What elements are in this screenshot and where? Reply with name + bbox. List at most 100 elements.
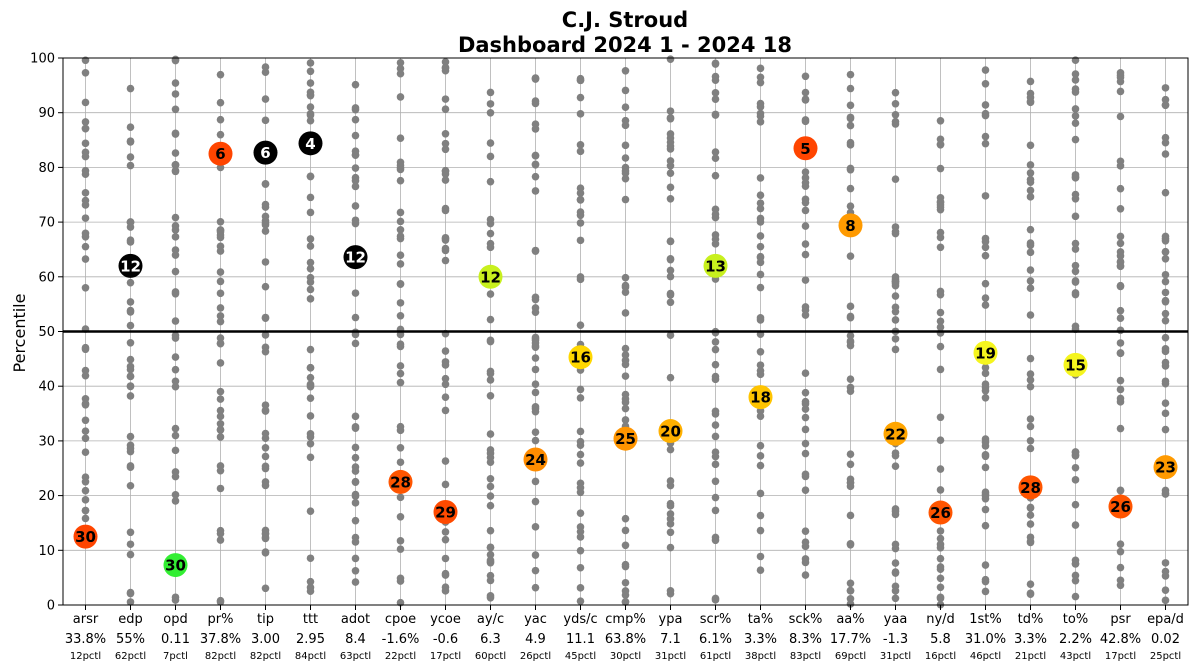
- player-marker: [928, 500, 953, 525]
- league-point: [396, 299, 405, 307]
- league-point: [351, 216, 360, 225]
- league-point: [666, 254, 675, 263]
- league-point: [351, 578, 360, 586]
- league-point: [351, 499, 360, 507]
- league-point: [1161, 288, 1170, 297]
- league-point: [1071, 212, 1080, 221]
- league-point: [306, 111, 315, 120]
- league-point: [261, 313, 270, 322]
- league-point: [81, 394, 90, 403]
- league-point: [216, 268, 225, 276]
- league-point: [1026, 382, 1035, 391]
- league-point: [576, 385, 585, 394]
- league-point: [351, 516, 360, 525]
- league-point: [1071, 105, 1080, 113]
- y-axis-label: Percentile: [10, 294, 29, 373]
- league-point: [306, 59, 315, 67]
- league-point: [846, 101, 855, 110]
- league-point: [306, 295, 315, 303]
- league-point: [711, 432, 720, 441]
- x-tick-label: aa%: [836, 612, 864, 627]
- league-point: [621, 309, 630, 317]
- league-point: [351, 339, 360, 348]
- league-point: [396, 93, 405, 101]
- league-point: [306, 67, 315, 76]
- league-point: [891, 316, 900, 324]
- league-point: [486, 453, 495, 462]
- league-point: [936, 323, 945, 331]
- league-point: [171, 149, 180, 157]
- player-marker: [1063, 352, 1088, 377]
- league-point: [1161, 409, 1170, 418]
- league-point: [441, 457, 450, 465]
- x-tick-label: sck%: [789, 612, 823, 627]
- league-point: [81, 189, 90, 197]
- league-point: [126, 550, 135, 559]
- league-point: [261, 549, 270, 557]
- league-point: [1161, 559, 1170, 567]
- league-point: [981, 561, 990, 569]
- league-point: [441, 374, 450, 383]
- x-tick-label: edp: [118, 612, 143, 627]
- league-point: [1071, 245, 1080, 253]
- league-point: [81, 118, 90, 126]
- league-point: [801, 168, 810, 176]
- player-marker: [253, 140, 278, 165]
- y-tick-label: 30: [38, 434, 55, 449]
- league-point: [531, 402, 540, 411]
- league-point: [351, 313, 360, 322]
- stat-percentile-label: 26pctl: [520, 651, 551, 662]
- league-point: [1071, 290, 1080, 299]
- league-point: [891, 223, 900, 231]
- league-point: [126, 372, 135, 381]
- league-point: [891, 175, 900, 183]
- league-point: [351, 412, 360, 421]
- league-point: [576, 546, 585, 555]
- league-point: [126, 441, 135, 450]
- league-point: [261, 462, 270, 471]
- league-point: [81, 434, 90, 443]
- league-point: [81, 366, 90, 375]
- league-point: [756, 118, 765, 126]
- league-point: [756, 174, 765, 182]
- league-point: [1026, 98, 1035, 107]
- league-point: [891, 345, 900, 354]
- league-point: [666, 55, 675, 63]
- league-point: [801, 96, 810, 104]
- league-point: [711, 375, 720, 384]
- league-point: [306, 264, 315, 273]
- league-point: [756, 347, 765, 356]
- league-point: [621, 174, 630, 183]
- league-point: [351, 554, 360, 563]
- league-point: [756, 283, 765, 292]
- league-point: [306, 507, 315, 515]
- league-point: [621, 526, 630, 535]
- league-point: [621, 141, 630, 150]
- league-point: [891, 449, 900, 457]
- player-marker: [658, 419, 683, 444]
- league-point: [486, 152, 495, 161]
- league-point: [81, 284, 90, 292]
- league-point: [936, 342, 945, 351]
- league-point: [531, 74, 540, 82]
- stat-percentile-label: 21pctl: [1015, 651, 1046, 662]
- stat-percentile-label: 61pctl: [700, 651, 731, 662]
- league-point: [396, 422, 405, 431]
- league-point: [306, 554, 315, 563]
- league-point: [936, 436, 945, 444]
- x-tick-label: opd: [163, 612, 187, 627]
- league-point: [756, 511, 765, 520]
- league-point: [756, 242, 765, 251]
- league-point: [936, 554, 945, 563]
- league-point: [756, 452, 765, 460]
- league-point: [891, 292, 900, 300]
- x-tick-label: yaa: [884, 612, 908, 627]
- league-point: [531, 151, 540, 160]
- league-point: [1026, 311, 1035, 319]
- league-point: [351, 492, 360, 501]
- league-point: [621, 514, 630, 523]
- league-point: [126, 321, 135, 330]
- stat-value-label: 63.8%: [605, 632, 646, 647]
- x-tick-label: psr: [1110, 612, 1131, 627]
